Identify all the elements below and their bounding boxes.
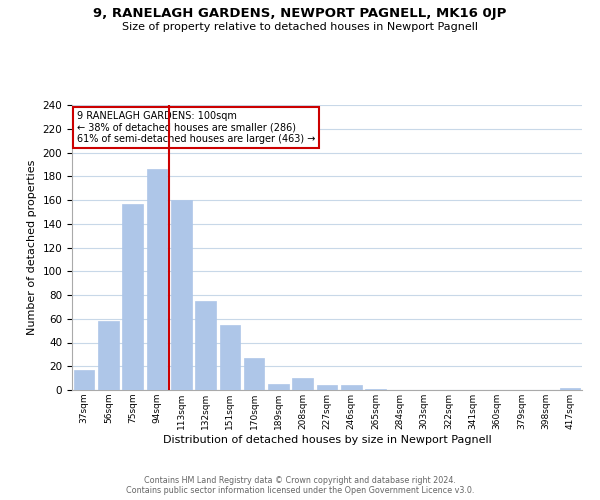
Bar bbox=[195, 301, 216, 390]
Text: Contains HM Land Registry data © Crown copyright and database right 2024.
Contai: Contains HM Land Registry data © Crown c… bbox=[126, 476, 474, 495]
Y-axis label: Number of detached properties: Number of detached properties bbox=[27, 160, 37, 335]
X-axis label: Distribution of detached houses by size in Newport Pagnell: Distribution of detached houses by size … bbox=[163, 434, 491, 444]
Bar bbox=[268, 384, 289, 390]
Bar bbox=[74, 370, 94, 390]
Bar bbox=[122, 204, 143, 390]
Bar bbox=[317, 385, 337, 390]
Bar bbox=[341, 385, 362, 390]
Bar bbox=[365, 389, 386, 390]
Text: Size of property relative to detached houses in Newport Pagnell: Size of property relative to detached ho… bbox=[122, 22, 478, 32]
Bar bbox=[560, 388, 580, 390]
Bar bbox=[146, 169, 167, 390]
Bar bbox=[220, 324, 240, 390]
Bar bbox=[244, 358, 265, 390]
Bar bbox=[98, 321, 119, 390]
Text: 9, RANELAGH GARDENS, NEWPORT PAGNELL, MK16 0JP: 9, RANELAGH GARDENS, NEWPORT PAGNELL, MK… bbox=[94, 8, 506, 20]
Text: 9 RANELAGH GARDENS: 100sqm
← 38% of detached houses are smaller (286)
61% of sem: 9 RANELAGH GARDENS: 100sqm ← 38% of deta… bbox=[77, 110, 316, 144]
Bar bbox=[171, 200, 191, 390]
Bar bbox=[292, 378, 313, 390]
